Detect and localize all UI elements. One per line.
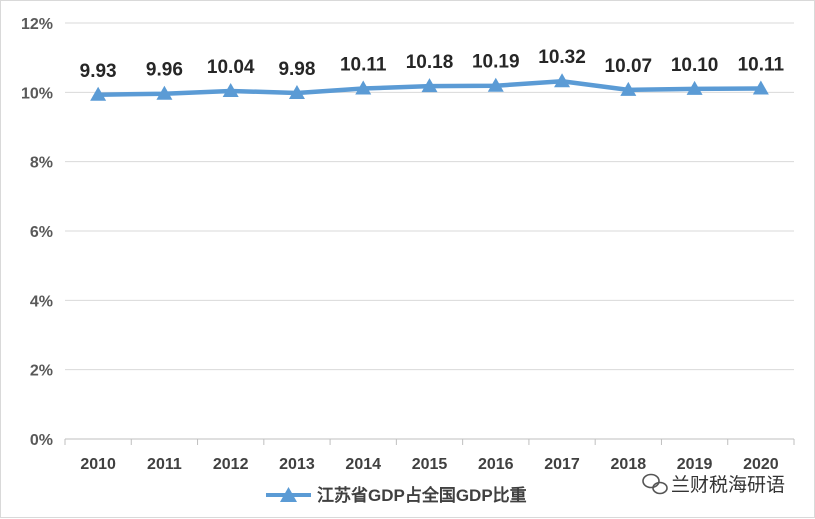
data-point-marker xyxy=(222,82,239,97)
x-tick-label: 2012 xyxy=(213,456,249,473)
data-label: 10.04 xyxy=(207,57,255,78)
data-label: 9.98 xyxy=(278,59,315,80)
x-tick-label: 2010 xyxy=(80,456,116,473)
y-tick-label: 8% xyxy=(30,155,53,172)
data-label: 10.32 xyxy=(538,47,586,68)
y-tick-label: 12% xyxy=(21,16,53,33)
data-label: 10.07 xyxy=(605,56,653,77)
data-label: 10.11 xyxy=(738,55,785,76)
y-tick-label: 0% xyxy=(30,432,53,449)
data-label: 9.96 xyxy=(146,60,183,81)
data-point-marker xyxy=(620,81,637,96)
data-label: 9.93 xyxy=(80,61,117,82)
data-point-marker xyxy=(487,77,504,92)
y-tick-label: 4% xyxy=(30,293,53,310)
x-tick-label: 2015 xyxy=(412,456,448,473)
data-point-marker xyxy=(554,73,571,88)
x-tick-label: 2020 xyxy=(743,456,779,473)
data-labels: 9.93 9.96 10.04 9.98 10.11 10.18 10.19 10.32 10.… xyxy=(80,47,785,82)
data-point-marker xyxy=(288,85,305,100)
watermark-text: 兰财税海研语 xyxy=(671,474,785,496)
data-point-marker xyxy=(421,78,438,93)
x-tick-label: 2017 xyxy=(544,456,580,473)
data-point-marker xyxy=(686,80,703,95)
y-tick-label: 6% xyxy=(30,224,53,241)
watermark: 兰财税海研语 xyxy=(642,473,785,496)
x-tick-label: 2013 xyxy=(279,456,315,473)
data-point-marker xyxy=(355,80,372,95)
data-label: 10.18 xyxy=(406,52,454,73)
y-tick-label: 10% xyxy=(21,85,53,102)
series-layer xyxy=(90,73,769,101)
wechat-icon xyxy=(642,473,668,495)
data-label: 10.19 xyxy=(472,52,520,73)
data-label: 10.11 xyxy=(340,55,387,76)
y-tick-label: 2% xyxy=(30,363,53,380)
data-point-marker xyxy=(752,80,769,95)
data-point-marker xyxy=(156,85,173,100)
legend: 江苏省GDP占全国GDP比重 xyxy=(266,485,527,505)
x-tick-label: 2016 xyxy=(478,456,514,473)
legend-label: 江苏省GDP占全国GDP比重 xyxy=(317,485,527,505)
data-label: 10.10 xyxy=(671,55,719,76)
x-tick-label: 2019 xyxy=(677,456,713,473)
data-point-marker xyxy=(90,86,107,101)
y-axis: 0% 2% 4% 6% 8% 10% 12% xyxy=(21,16,53,449)
x-tick-label: 2018 xyxy=(611,456,647,473)
x-axis: 2010 2011 2012 2013 2014 2015 2016 2017 2018 2019… xyxy=(64,438,795,473)
x-tick-label: 2014 xyxy=(345,456,381,473)
legend-triangle-marker xyxy=(280,487,297,502)
x-tick-label: 2011 xyxy=(147,456,182,473)
